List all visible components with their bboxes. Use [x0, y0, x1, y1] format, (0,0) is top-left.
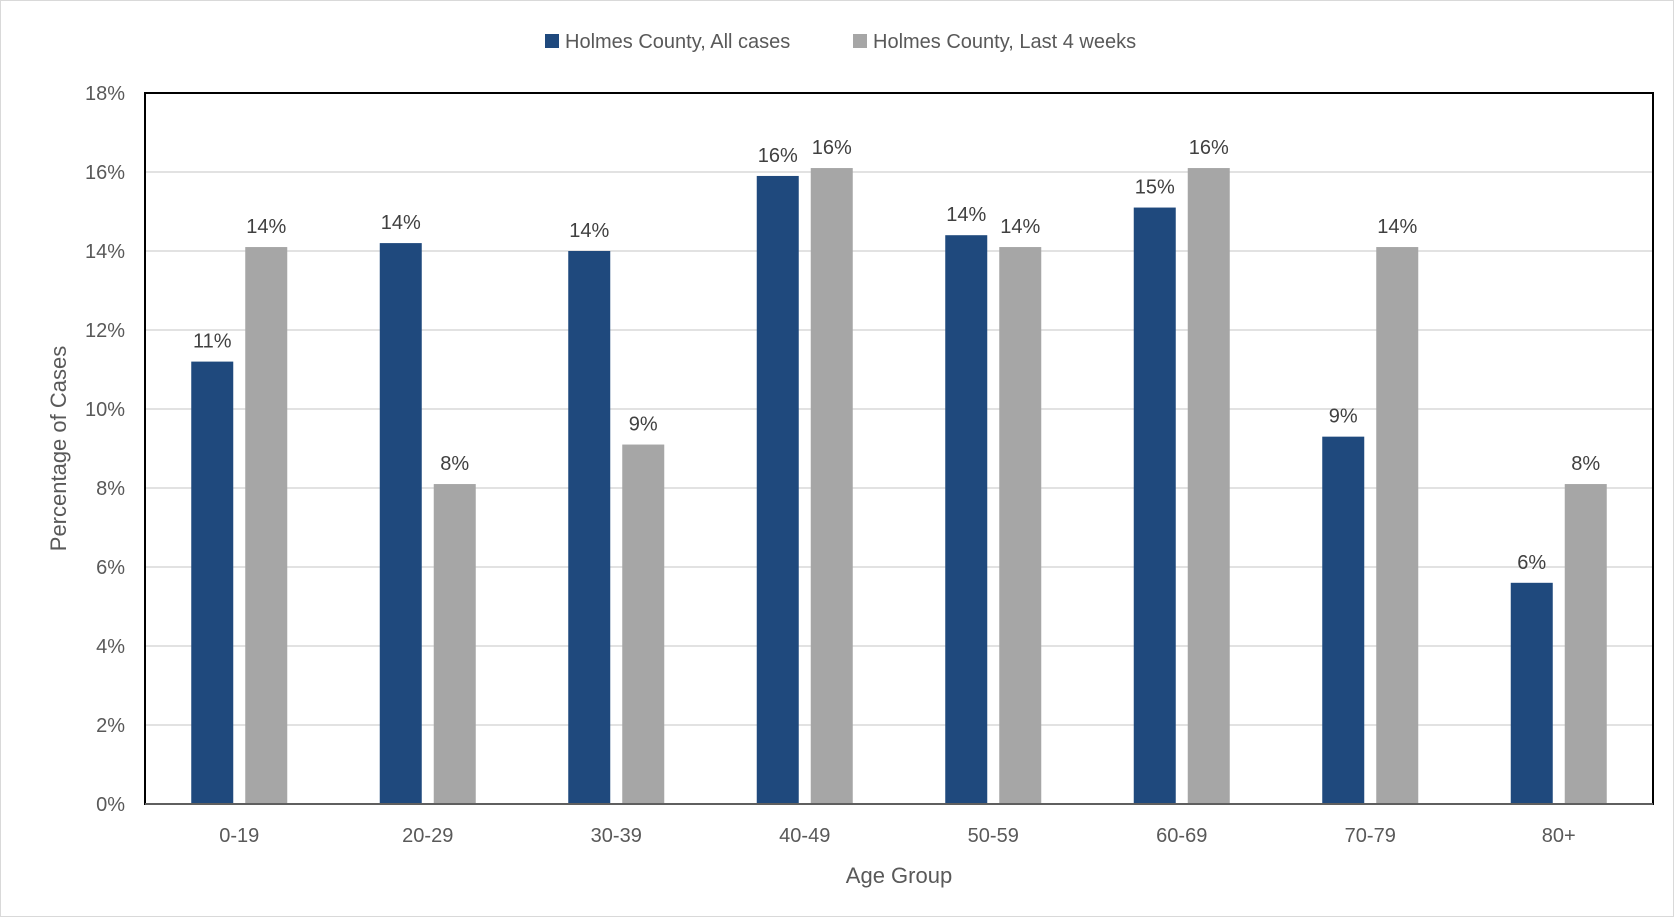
- legend-label: Holmes County, All cases: [565, 31, 790, 53]
- bar-all-cases-60-69: [1133, 207, 1176, 805]
- data-label: 6%: [1517, 552, 1546, 574]
- bar-all-cases-80+: [1510, 582, 1553, 804]
- data-label: 14%: [1377, 216, 1417, 238]
- y-tick-label: 2%: [96, 715, 125, 737]
- bar-last-4-weeks-60-69: [1187, 168, 1230, 805]
- y-tick-label: 6%: [96, 557, 125, 579]
- gridlines: [145, 171, 1653, 726]
- data-label: 14%: [946, 204, 986, 226]
- bar-last-4-weeks-40-49: [810, 168, 853, 805]
- bar-last-4-weeks-30-39: [622, 444, 665, 804]
- y-axis-title: Percentage of Cases: [46, 346, 71, 551]
- data-label: 15%: [1135, 177, 1175, 199]
- bar-last-4-weeks-70-79: [1376, 247, 1419, 805]
- bar-last-4-weeks-20-29: [433, 484, 476, 804]
- bar-all-cases-50-59: [945, 235, 988, 804]
- bar-all-cases-0-19: [191, 361, 234, 804]
- legend: Holmes County, All cases Holmes County, L…: [545, 31, 1136, 53]
- x-tick-label: 20-29: [402, 825, 453, 847]
- data-label: 16%: [812, 137, 852, 159]
- bar-all-cases-30-39: [568, 251, 611, 804]
- y-tick-label: 18%: [85, 83, 125, 105]
- y-tick-label: 4%: [96, 636, 125, 658]
- data-label: 14%: [381, 212, 421, 234]
- y-tick-label: 8%: [96, 478, 125, 500]
- x-tick-label: 0-19: [219, 825, 259, 847]
- data-label: 16%: [1189, 137, 1229, 159]
- data-label: 8%: [1571, 453, 1600, 475]
- data-label: 8%: [440, 453, 469, 475]
- x-tick-label: 80+: [1542, 825, 1576, 847]
- bar-last-4-weeks-80+: [1564, 484, 1607, 804]
- legend-label: Holmes County, Last 4 weeks: [873, 31, 1136, 53]
- y-tick-label: 10%: [85, 399, 125, 421]
- data-label: 9%: [1329, 406, 1358, 428]
- bar-last-4-weeks-50-59: [999, 247, 1042, 805]
- bar-all-cases-20-29: [379, 243, 422, 805]
- x-tick-label: 30-39: [591, 825, 642, 847]
- x-axis-ticks: 0-19 20-29 30-39 40-49 50-59 60-69 70-79 80+: [219, 825, 1575, 847]
- y-tick-label: 14%: [85, 241, 125, 263]
- data-label: 14%: [1000, 216, 1040, 238]
- y-axis-ticks: 0% 2% 4% 6% 8% 10% 12% 14% 16% 18%: [85, 83, 125, 816]
- x-tick-label: 50-59: [968, 825, 1019, 847]
- data-label: 14%: [246, 216, 286, 238]
- data-label: 9%: [629, 414, 658, 436]
- bar-all-cases-70-79: [1322, 436, 1365, 804]
- data-label: 16%: [758, 145, 798, 167]
- y-tick-label: 16%: [85, 162, 125, 184]
- y-tick-label: 0%: [96, 794, 125, 816]
- legend-swatch: [545, 34, 559, 48]
- data-label: 14%: [569, 220, 609, 242]
- x-tick-label: 40-49: [779, 825, 830, 847]
- bars: [191, 168, 1607, 805]
- legend-swatch: [853, 34, 867, 48]
- data-label: 11%: [193, 331, 232, 353]
- x-tick-label: 60-69: [1156, 825, 1207, 847]
- y-tick-label: 12%: [85, 320, 125, 342]
- data-labels: 11% 14% 14% 8% 14% 9% 16% 16% 14% 14% 15% 16% 9% 14% 6…: [193, 137, 1600, 574]
- x-axis-title: Age Group: [846, 863, 952, 888]
- bar-all-cases-40-49: [756, 175, 799, 804]
- plot-frame: [144, 92, 1654, 805]
- x-tick-label: 70-79: [1345, 825, 1396, 847]
- bar-last-4-weeks-0-19: [245, 247, 288, 805]
